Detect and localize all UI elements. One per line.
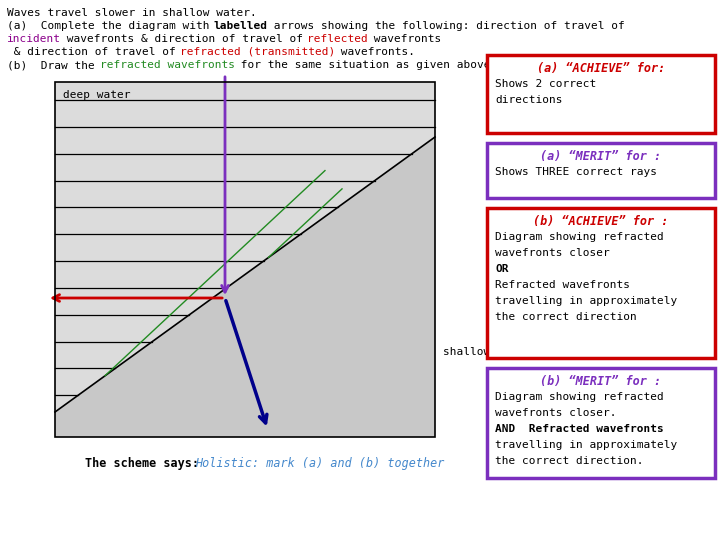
Text: (b) “MERIT” for :: (b) “MERIT” for : (541, 375, 662, 388)
Text: travelling in approximately: travelling in approximately (495, 296, 678, 306)
Text: Refracted wavefronts: Refracted wavefronts (495, 280, 630, 290)
Polygon shape (487, 55, 715, 133)
Text: reflected: reflected (307, 34, 368, 44)
Polygon shape (487, 143, 715, 198)
Text: shallow water: shallow water (443, 347, 531, 357)
Text: Shows 2 correct: Shows 2 correct (495, 79, 596, 89)
Text: directions: directions (495, 95, 562, 105)
Text: refracted wavefronts: refracted wavefronts (100, 60, 235, 70)
Text: Diagram showing refracted: Diagram showing refracted (495, 232, 664, 242)
Text: travelling in approximately: travelling in approximately (495, 440, 678, 450)
Text: deep water: deep water (63, 90, 130, 100)
Text: Diagram showing refracted: Diagram showing refracted (495, 392, 664, 402)
Polygon shape (487, 208, 715, 358)
Text: & direction of travel of: & direction of travel of (7, 47, 182, 57)
Text: wavefronts & direction of travel of: wavefronts & direction of travel of (60, 34, 310, 44)
Text: The scheme says:: The scheme says: (85, 457, 199, 470)
Text: OR: OR (495, 264, 508, 274)
Text: for the same situation as given above.: for the same situation as given above. (234, 60, 497, 70)
Text: Shows THREE correct rays: Shows THREE correct rays (495, 167, 657, 177)
Polygon shape (55, 82, 435, 412)
Text: AND  Refracted wavefronts: AND Refracted wavefronts (495, 424, 664, 434)
Text: arrows showing the following: direction of travel of: arrows showing the following: direction … (267, 21, 625, 31)
Text: wavefronts.: wavefronts. (333, 47, 415, 57)
Text: refracted (transmitted): refracted (transmitted) (180, 47, 336, 57)
Text: wavefronts: wavefronts (367, 34, 441, 44)
Text: labelled: labelled (214, 21, 268, 31)
Text: incident: incident (7, 34, 61, 44)
Text: wavefronts closer: wavefronts closer (495, 248, 610, 258)
Polygon shape (487, 368, 715, 478)
Text: Waves travel slower in shallow water.: Waves travel slower in shallow water. (7, 8, 257, 18)
Text: (a)  Complete the diagram with: (a) Complete the diagram with (7, 21, 216, 31)
Text: (b) “ACHIEVE” for :: (b) “ACHIEVE” for : (534, 215, 669, 228)
Polygon shape (55, 82, 435, 437)
Text: (a) “ACHIEVE” for:: (a) “ACHIEVE” for: (537, 62, 665, 75)
Text: Holistic: mark (a) and (b) together: Holistic: mark (a) and (b) together (195, 457, 444, 470)
Text: the correct direction.: the correct direction. (495, 456, 644, 466)
Text: (a) “MERIT” for :: (a) “MERIT” for : (541, 150, 662, 163)
Text: wavefronts closer.: wavefronts closer. (495, 408, 616, 418)
Text: the correct direction: the correct direction (495, 312, 636, 322)
Text: (b)  Draw the: (b) Draw the (7, 60, 102, 70)
